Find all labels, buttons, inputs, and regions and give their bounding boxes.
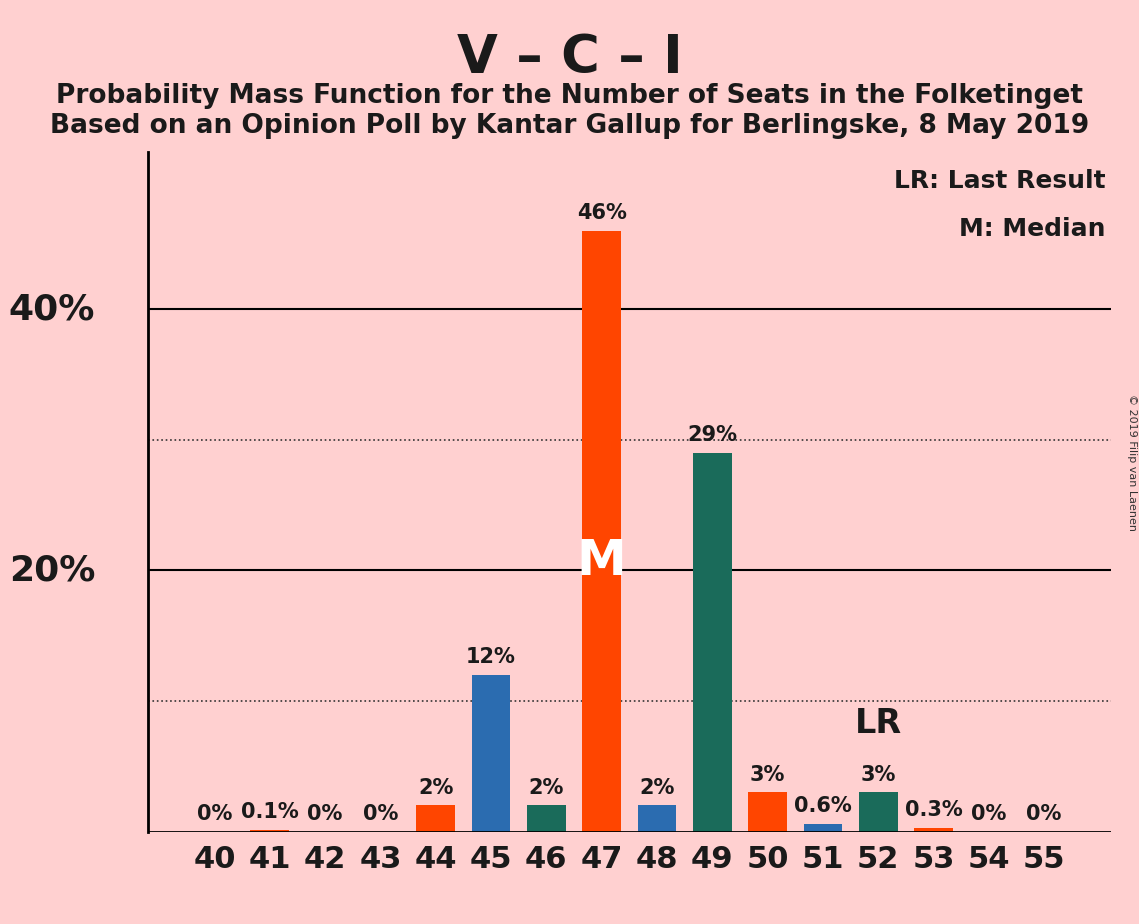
Text: V – C – I: V – C – I — [457, 32, 682, 84]
Text: 12%: 12% — [466, 647, 516, 667]
Text: 0%: 0% — [1026, 804, 1062, 824]
Text: 40%: 40% — [9, 292, 96, 326]
Text: 0.1%: 0.1% — [240, 802, 298, 822]
Text: 0.6%: 0.6% — [794, 796, 852, 816]
Text: 46%: 46% — [576, 203, 626, 223]
Bar — [638, 806, 677, 832]
Text: Based on an Opinion Poll by Kantar Gallup for Berlingske, 8 May 2019: Based on an Opinion Poll by Kantar Gallu… — [50, 113, 1089, 139]
Text: 2%: 2% — [639, 778, 674, 797]
Text: © 2019 Filip van Laenen: © 2019 Filip van Laenen — [1126, 394, 1137, 530]
Text: M: M — [576, 537, 626, 585]
Text: 0%: 0% — [972, 804, 1007, 824]
Text: 0%: 0% — [308, 804, 343, 824]
Text: 20%: 20% — [9, 553, 96, 588]
Text: 2%: 2% — [528, 778, 564, 797]
Text: 3%: 3% — [749, 764, 785, 784]
Text: 29%: 29% — [687, 425, 737, 445]
Bar — [472, 675, 510, 832]
Text: LR: Last Result: LR: Last Result — [894, 169, 1106, 193]
Bar — [748, 793, 787, 832]
Text: 2%: 2% — [418, 778, 453, 797]
Text: 0.3%: 0.3% — [904, 800, 962, 820]
Text: 0%: 0% — [197, 804, 232, 824]
Text: Probability Mass Function for the Number of Seats in the Folketinget: Probability Mass Function for the Number… — [56, 83, 1083, 109]
Text: 0%: 0% — [362, 804, 398, 824]
Bar — [915, 828, 953, 832]
Bar — [693, 453, 731, 832]
Bar — [582, 231, 621, 832]
Bar — [859, 793, 898, 832]
Text: M: Median: M: Median — [959, 217, 1106, 241]
Bar — [803, 824, 842, 832]
Bar — [527, 806, 566, 832]
Bar — [251, 831, 289, 832]
Text: 3%: 3% — [861, 764, 896, 784]
Text: LR: LR — [854, 707, 902, 740]
Bar — [417, 806, 456, 832]
